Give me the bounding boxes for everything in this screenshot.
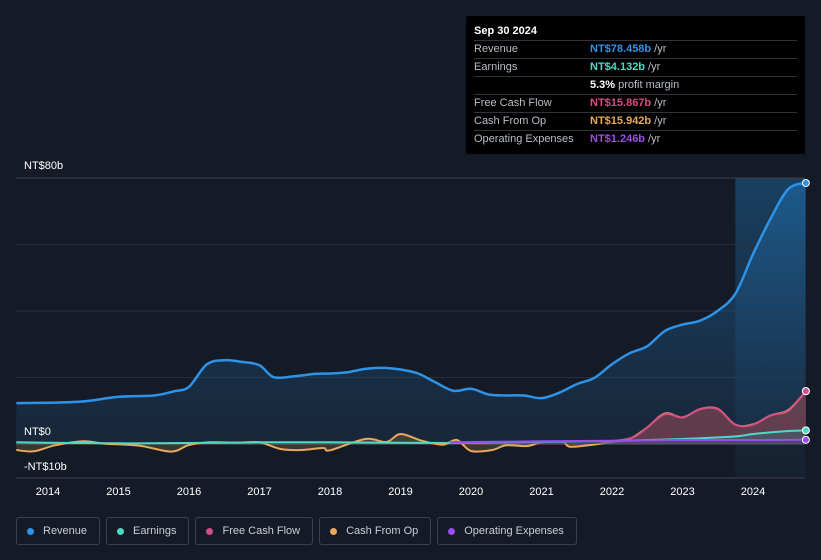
- legend-item-revenue[interactable]: Revenue: [16, 517, 101, 545]
- legend-dot-icon: [27, 527, 34, 535]
- data-tooltip: Sep 30 2024 Revenue NT$78.458b/yr Earnings…: [466, 16, 805, 154]
- axis-layer: NT$80b NT$0 -NT$10b 2014 2015 2016 2017 2018 201…: [24, 160, 765, 498]
- legend-item-free-cash-flow[interactable]: Free Cash Flow: [195, 517, 314, 545]
- legend-item-cash-from-op[interactable]: Cash From Op: [319, 517, 432, 545]
- legend-dot-icon: [330, 527, 338, 535]
- tooltip-row: Operating Expenses NT$1.246b/yr: [474, 131, 797, 148]
- cash-from-op-area: [16, 391, 806, 452]
- operating-expenses-line: [449, 438, 806, 444]
- tooltip-row-label: Operating Expenses: [474, 133, 574, 145]
- tooltip-row: Revenue NT$78.458b/yr: [474, 41, 797, 59]
- y-tick-label: NT$80b: [24, 160, 63, 172]
- tooltip-row-value: NT$1.246b/yr: [590, 133, 661, 145]
- revenue-area: [16, 183, 806, 444]
- x-tick-label: 2015: [106, 486, 130, 498]
- y-tick-label: NT$0: [24, 426, 51, 438]
- earnings-area: [16, 430, 806, 444]
- legend-item-operating-expenses[interactable]: Operating Expenses: [437, 517, 577, 545]
- legend-dot-icon: [206, 527, 214, 535]
- legend: Revenue Earnings Free Cash Flow Cash From O…: [16, 517, 583, 545]
- x-tick-label: 2022: [600, 486, 624, 498]
- legend-label: Free Cash Flow: [222, 525, 301, 537]
- tooltip-row: Earnings NT$4.132b/yr: [474, 59, 797, 77]
- tooltip-row: Cash From Op NT$15.942b/yr: [474, 113, 797, 131]
- legend-label: Earnings: [133, 525, 177, 537]
- tooltip-row-value: NT$15.867b/yr: [590, 97, 667, 109]
- tooltip-row-label: Free Cash Flow: [474, 97, 552, 109]
- tooltip-date: Sep 30 2024: [474, 23, 797, 41]
- x-tick-label: 2020: [459, 486, 483, 498]
- legend-item-earnings[interactable]: Earnings: [106, 517, 190, 545]
- y-tick-label: -NT$10b: [24, 461, 67, 473]
- tooltip-row-value: 5.3% profit margin: [590, 79, 680, 91]
- tooltip-row-value: NT$4.132b/yr: [590, 61, 661, 73]
- tooltip-row-label: Cash From Op: [474, 115, 547, 127]
- x-tick-label: 2018: [318, 486, 342, 498]
- free-cash-flow-area: [612, 391, 806, 444]
- legend-label: Operating Expenses: [464, 525, 564, 537]
- legend-label: Cash From Op: [346, 525, 419, 537]
- tooltip-row-value: NT$78.458b/yr: [590, 43, 667, 55]
- tooltip-row: 5.3% profit margin: [474, 77, 797, 95]
- revenue-end-point: [801, 178, 810, 187]
- x-tick-label: 2019: [388, 486, 412, 498]
- operating-expenses-end-point: [801, 435, 810, 444]
- tooltip-row-label: Revenue: [474, 43, 519, 55]
- tooltip-row-value: NT$15.942b/yr: [590, 115, 667, 127]
- free-cash-flow-end-point: [801, 387, 810, 396]
- x-tick-label: 2014: [36, 486, 60, 498]
- tooltip-row-label: [474, 77, 590, 94]
- series-layer: [16, 178, 810, 453]
- tooltip-row-label: Earnings: [474, 61, 518, 73]
- revenue-line: [16, 181, 807, 405]
- tooltip-row: Free Cash Flow NT$15.867b/yr: [474, 95, 797, 113]
- legend-label: Revenue: [43, 525, 88, 537]
- legend-dot-icon: [117, 527, 125, 535]
- x-tick-label: 2023: [670, 486, 694, 498]
- earnings-end-point: [801, 426, 810, 435]
- legend-dot-icon: [448, 527, 456, 535]
- x-tick-label: 2024: [741, 486, 765, 498]
- free-cash-flow-line: [611, 390, 807, 443]
- x-tick-label: 2021: [529, 486, 553, 498]
- x-tick-label: 2017: [247, 486, 271, 498]
- x-tick-label: 2016: [177, 486, 201, 498]
